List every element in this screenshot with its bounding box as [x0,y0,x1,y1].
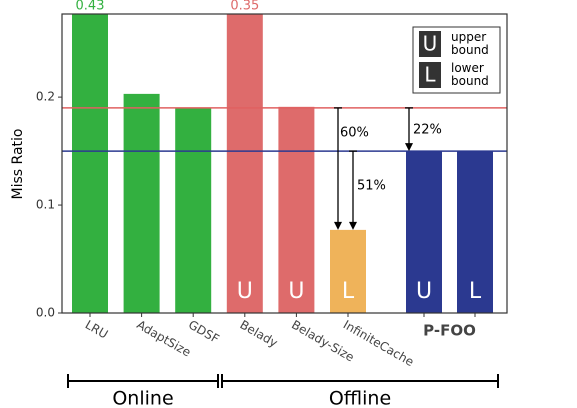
bar [406,151,442,313]
arrow-label: 60% [340,126,369,141]
arrow-head [405,143,413,152]
bar-letter: U [416,279,432,304]
x-tick-label: AdaptSize [134,318,193,360]
y-tick-label: 0.0 [36,306,55,320]
x-tick-label: Belady [238,318,281,351]
bar [123,93,160,313]
bar [175,107,212,313]
arrow-head [349,221,357,230]
bar-letter: U [237,279,253,304]
bar [72,14,108,313]
legend-label: upper bound [451,30,489,57]
legend-swatch [419,62,441,88]
group-label: Online [112,388,173,408]
y-axis-label: Miss Ratio [10,129,26,200]
value-label: 0.43 [76,0,105,14]
y-tick-label: 0.2 [36,90,55,104]
bar-letter: L [342,279,355,304]
legend-label: lower bound [451,61,489,88]
group-label: Offline [329,388,391,408]
bar [330,229,366,313]
bar [226,14,263,313]
plot-frame [61,13,508,314]
category-group-label: P-FOO [423,322,476,340]
bar [457,151,493,313]
y-tick-label: 0.1 [36,198,55,212]
legend-swatch [419,31,441,57]
bar [278,106,315,313]
legend-letter: L [424,63,436,87]
legend-letter: U [423,32,438,56]
arrow-head [334,221,342,230]
arrow-label: 22% [413,123,442,138]
bar-letter: U [288,279,304,304]
arrow-label: 51% [357,179,386,194]
bar-letter: L [469,279,482,304]
x-tick-label: GDSF [186,318,222,347]
x-tick-label: LRU [83,318,111,342]
x-tick-label: InfiniteCache [341,318,416,370]
value-label: 0.35 [230,0,259,14]
